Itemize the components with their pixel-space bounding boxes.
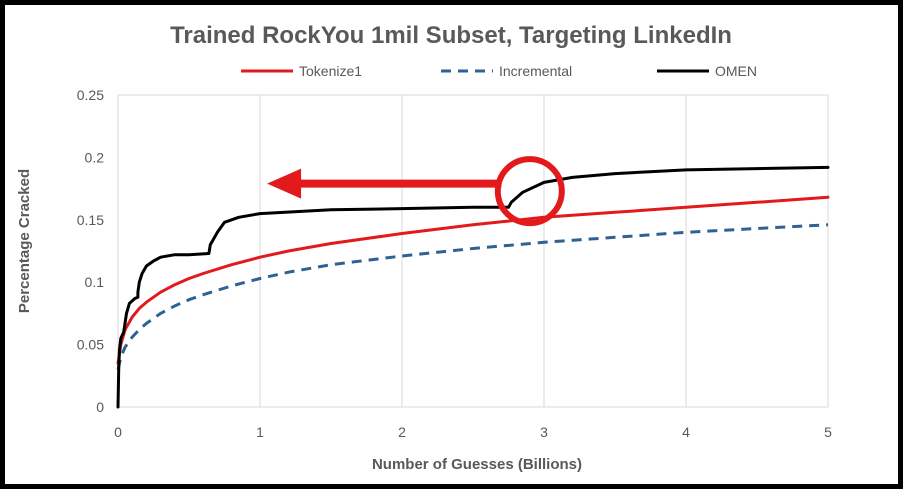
y-axis-title: Percentage Cracked <box>16 169 33 313</box>
x-tick-label: 4 <box>682 424 690 440</box>
x-tick-label: 0 <box>114 424 122 440</box>
highlight-circle <box>494 156 565 227</box>
chart-title: Trained RockYou 1mil Subset, Targeting L… <box>170 22 732 49</box>
y-tick-label: 0.2 <box>85 149 105 165</box>
x-tick-label: 5 <box>824 424 832 440</box>
x-tick-label: 1 <box>256 424 264 440</box>
gridlines <box>117 95 829 407</box>
y-axis-ticks: 0 0.05 0.1 0.15 0.2 0.25 <box>77 87 104 415</box>
x-tick-label: 3 <box>540 424 548 440</box>
series-layer <box>116 165 830 409</box>
y-tick-label: 0.25 <box>77 87 104 103</box>
chart-svg: Trained RockYou 1mil Subset, Targeting L… <box>16 22 832 473</box>
series-line-incremental <box>116 223 829 370</box>
legend-label-incremental: Incremental <box>499 63 572 79</box>
x-axis-ticks: 0 1 2 3 4 5 <box>114 424 832 440</box>
y-tick-label: 0.15 <box>77 212 104 228</box>
legend-label-omen: OMEN <box>715 63 757 79</box>
annotation-layer <box>267 156 565 227</box>
plot-area-border <box>117 94 829 408</box>
chart-frame: Trained RockYou 1mil Subset, Targeting L… <box>5 5 898 484</box>
y-tick-label: 0.05 <box>77 337 104 353</box>
legend: Tokenize1 Incremental OMEN <box>241 63 757 79</box>
x-tick-label: 2 <box>398 424 406 440</box>
y-tick-label: 0 <box>96 399 104 415</box>
series-line-omen <box>116 165 830 409</box>
x-axis-title: Number of Guesses (Billions) <box>372 456 582 473</box>
legend-label-tokenize1: Tokenize1 <box>299 63 362 79</box>
series-line-tokenize1 <box>116 195 830 365</box>
y-tick-label: 0.1 <box>85 274 105 290</box>
arrow-head <box>267 168 302 199</box>
